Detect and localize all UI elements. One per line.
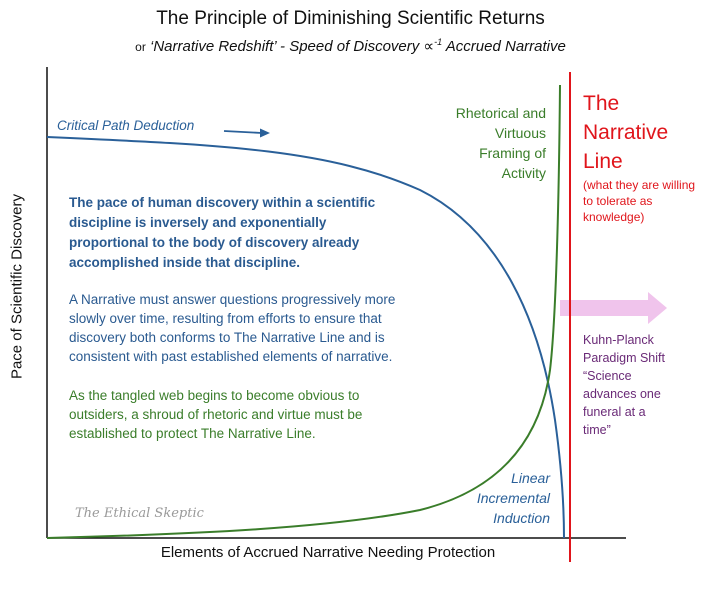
rhetorical-label: Rhetorical and Virtuous Framing of Activ… [420,103,546,183]
narrative-title-line: Line [583,150,623,173]
cpd-arrow [223,128,270,138]
shift-label-line: Kuhn-Planck [583,333,654,347]
subtitle-text: ‘Narrative Redshift’ - Speed of Discover… [149,38,435,55]
critical-path-label: Critical Path Deduction [57,118,195,133]
linear-label-line: Linear [511,470,550,486]
linear-label-line: Incremental [476,490,550,506]
principle-paragraph: The pace of human discovery within a sci… [69,195,376,270]
linear-label-line: Induction [493,510,550,526]
x-axis-label: Elements of Accrued Narrative Needing Pr… [160,544,496,561]
subtitle-suffix: Accrued Narrative [445,38,566,55]
narrative-title-line: Narrative [583,121,669,144]
narrative-paragraph: A Narrative must answer questions progre… [69,292,396,364]
chart-title: The Principle of Diminishing Scientific … [156,8,545,29]
shift-label-line: Paradigm Shift [583,351,665,365]
critical-path-curve [46,136,565,539]
tangled-web-paragraph: As the tangled web begins to become obvi… [69,388,363,441]
paradigm-shift-label: Kuhn-Planck Paradigm Shift “Science adva… [583,331,698,439]
cpd-arrow-shaft [223,130,263,134]
narrative-line-title: The Narrative Line [583,89,668,176]
shift-label-line: advances one [583,387,661,401]
shift-label-line: time” [583,423,611,437]
shift-label-line: “Science [583,369,632,383]
subtitle-exponent: -1 [434,37,443,47]
rhetorical-label-line: Activity [501,165,546,181]
cpd-arrow-head [260,128,270,138]
shift-label-line: funeral at a [583,405,646,419]
rhetorical-curve [46,84,561,539]
subtitle-prefix: or [135,40,146,54]
rhetorical-label-line: Framing of [479,145,546,161]
narrative-line-subtitle: (what they are willing to tolerate as kn… [583,178,696,224]
linear-induction-label: Linear Incremental Induction [440,468,550,528]
paradigm-shift-arrow [560,292,667,324]
chart-subtitle: or ‘Narrative Redshift’ - Speed of Disco… [0,37,701,55]
rhetorical-label-line: Rhetorical and [455,105,546,121]
watermark: The Ethical Skeptic [75,506,204,521]
narrative-title-line: The [583,92,620,115]
rhetorical-label-line: Virtuous [494,125,546,141]
y-axis-label: Pace of Scientific Discovery [8,193,26,380]
